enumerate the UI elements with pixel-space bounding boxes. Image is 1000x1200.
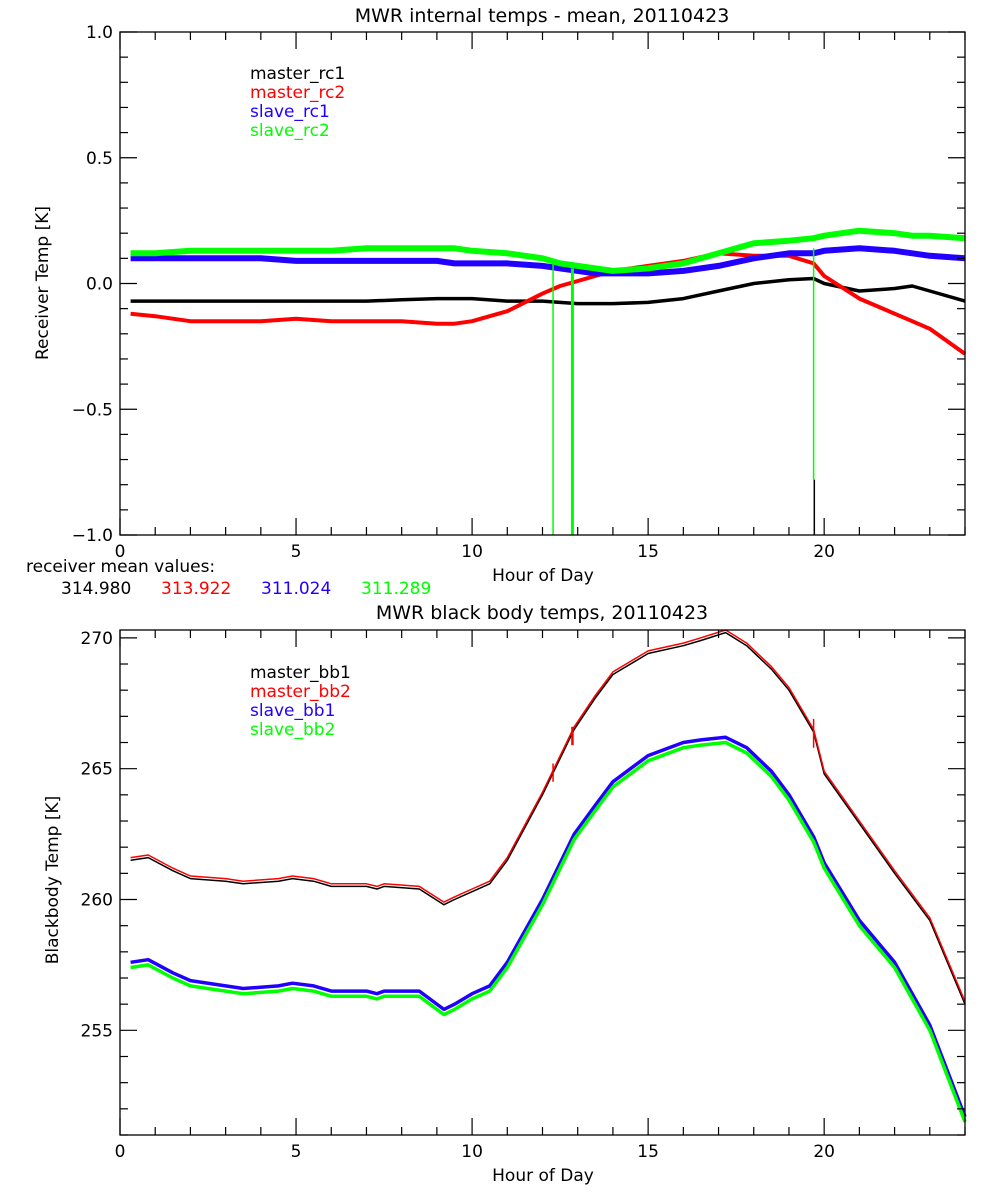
series-line-slave-rc1: [130, 245, 966, 277]
x-tick-label: 5: [291, 542, 302, 562]
legend-master-rc2: master_rc2: [250, 83, 345, 103]
legend-slave-rc1: slave_rc1: [250, 102, 330, 122]
x-tick-label: 20: [813, 542, 835, 562]
mean-value-slave-rc2: 311.289: [361, 579, 431, 599]
series-line-master-rc1: [130, 276, 966, 306]
series-line-slave-rc2: [130, 227, 966, 274]
legend-master-bb1: master_bb1: [250, 663, 351, 683]
blackbody-temps-title: MWR black body temps, 20110423: [376, 602, 708, 624]
legend-master-bb2: master_bb2: [250, 682, 351, 702]
mean-values-label: receiver mean values:: [26, 557, 215, 577]
x-tick-label: 10: [461, 1142, 483, 1162]
mean-value-slave-rc1: 311.024: [261, 579, 331, 599]
y-tick-label: 0.5: [86, 149, 113, 169]
series-line-master-bb2: [130, 629, 966, 1002]
x-tick-label: 5: [291, 1142, 302, 1162]
x-tick-label: 0: [115, 542, 126, 562]
legend-slave-bb1: slave_bb1: [250, 701, 335, 721]
internal-temps-xlabel: Hour of Day: [492, 566, 594, 586]
blackbody-temps-legend: master_bb1 master_bb2 slave_bb1 slave_bb…: [250, 663, 351, 740]
blackbody-temps-ylabel: Blackbody Temp [K]: [43, 796, 63, 965]
x-tick-label: 0: [115, 1142, 126, 1162]
mean-value-master-rc1: 314.980: [61, 579, 131, 599]
series-line-master-rc2: [130, 251, 967, 356]
series-line-slave-bb1: [130, 735, 967, 1118]
internal-temps-panel: MWR internal temps - mean, 20110423 0 5 10…: [33, 5, 967, 586]
series-line-master-bb1: [130, 631, 966, 1005]
internal-temps-ylabel: Receiver Temp [K]: [33, 206, 53, 360]
internal-temps-title: MWR internal temps - mean, 20110423: [355, 5, 730, 27]
y-tick-label: 265: [81, 760, 113, 780]
internal-temps-axes: 0 5 10 15 20 −1.0 −0.5 0.0 0.5 1.0: [72, 23, 966, 562]
y-tick-label: −0.5: [72, 400, 113, 420]
x-tick-label: 10: [461, 542, 483, 562]
blackbody-temps-series: [130, 629, 967, 1123]
y-tick-label: 260: [81, 891, 113, 911]
y-tick-label: 255: [81, 1021, 113, 1041]
blackbody-temps-panel: MWR black body temps, 20110423 0 5 10 15 20 2…: [43, 602, 967, 1186]
legend-slave-bb2: slave_bb2: [250, 720, 335, 740]
y-tick-label: −1.0: [72, 526, 113, 546]
y-tick-label: 1.0: [86, 23, 113, 43]
internal-temps-legend: master_rc1 master_rc2 slave_rc1 slave_rc…: [250, 64, 345, 141]
legend-master-rc1: master_rc1: [250, 64, 345, 84]
legend-slave-rc2: slave_rc2: [250, 121, 330, 141]
y-tick-label: 270: [81, 629, 113, 649]
x-tick-label: 15: [637, 1142, 659, 1162]
mean-value-master-rc2: 313.922: [161, 579, 231, 599]
internal-temps-series: [130, 227, 967, 535]
y-tick-label: 0.0: [86, 275, 113, 295]
blackbody-temps-xlabel: Hour of Day: [492, 1166, 594, 1186]
x-tick-label: 20: [813, 1142, 835, 1162]
x-tick-label: 15: [637, 542, 659, 562]
series-line-slave-bb2: [130, 740, 967, 1123]
blackbody-temps-axes: 0 5 10 15 20 255 260 265 270: [81, 629, 966, 1162]
